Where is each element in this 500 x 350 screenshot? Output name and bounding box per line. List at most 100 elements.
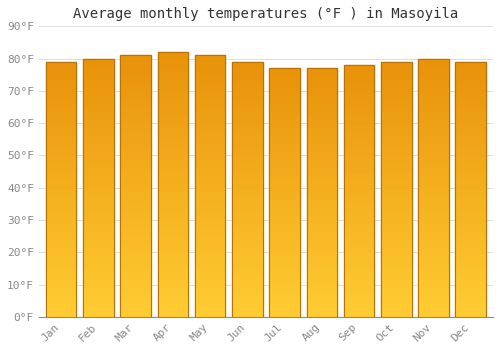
Bar [306, 314, 337, 317]
Bar [195, 173, 226, 176]
Bar [381, 72, 412, 75]
Bar [306, 250, 337, 252]
Bar [381, 197, 412, 199]
Bar [456, 301, 486, 304]
Bar [381, 69, 412, 72]
Bar [158, 314, 188, 317]
Bar [195, 186, 226, 189]
Bar [270, 237, 300, 240]
Bar [232, 210, 262, 212]
Bar [83, 247, 114, 250]
Bar [158, 174, 188, 176]
Bar [195, 194, 226, 197]
Bar [46, 312, 76, 314]
Bar [158, 240, 188, 243]
Bar [344, 156, 374, 158]
Bar [83, 281, 114, 283]
Bar [270, 220, 300, 222]
Bar [46, 108, 76, 110]
Bar [306, 190, 337, 192]
Bar [418, 237, 448, 239]
Bar [83, 162, 114, 164]
Bar [195, 152, 226, 155]
Bar [306, 88, 337, 91]
Bar [195, 314, 226, 317]
Bar [270, 257, 300, 260]
Bar [120, 61, 151, 63]
Bar [418, 211, 448, 213]
Bar [418, 185, 448, 188]
Bar [232, 179, 262, 182]
Bar [46, 92, 76, 95]
Bar [344, 214, 374, 216]
Bar [456, 126, 486, 128]
Bar [120, 207, 151, 210]
Bar [306, 297, 337, 299]
Bar [232, 187, 262, 189]
Bar [456, 108, 486, 110]
Bar [158, 124, 188, 126]
Bar [46, 251, 76, 253]
Bar [83, 84, 114, 87]
Bar [306, 307, 337, 309]
Bar [46, 261, 76, 263]
Bar [232, 268, 262, 271]
Bar [232, 304, 262, 307]
Bar [120, 262, 151, 265]
Bar [83, 79, 114, 82]
Bar [195, 223, 226, 225]
Bar [418, 304, 448, 307]
Bar [120, 312, 151, 314]
Bar [418, 286, 448, 288]
Bar [83, 234, 114, 237]
Bar [232, 189, 262, 192]
Bar [195, 189, 226, 191]
Bar [158, 65, 188, 68]
Bar [418, 79, 448, 82]
Bar [306, 98, 337, 100]
Bar [232, 164, 262, 166]
Bar [270, 80, 300, 83]
Bar [83, 133, 114, 136]
Bar [381, 82, 412, 85]
Bar [418, 270, 448, 273]
Bar [158, 282, 188, 285]
Bar [232, 174, 262, 176]
Bar [270, 312, 300, 314]
Bar [456, 202, 486, 205]
Bar [456, 161, 486, 164]
Bar [195, 66, 226, 68]
Bar [456, 263, 486, 266]
Bar [83, 105, 114, 108]
Bar [344, 85, 374, 88]
Bar [46, 223, 76, 225]
Bar [344, 128, 374, 131]
Bar [83, 120, 114, 123]
Bar [195, 304, 226, 306]
Bar [120, 217, 151, 220]
Bar [83, 149, 114, 152]
Bar [46, 62, 76, 317]
Bar [418, 120, 448, 123]
Bar [195, 142, 226, 144]
Bar [270, 250, 300, 252]
Bar [381, 299, 412, 301]
Bar [120, 304, 151, 306]
Bar [195, 94, 226, 97]
Bar [381, 118, 412, 120]
Bar [158, 108, 188, 110]
Bar [381, 62, 412, 317]
Bar [381, 210, 412, 212]
Bar [270, 98, 300, 100]
Bar [381, 85, 412, 87]
Bar [46, 307, 76, 309]
Bar [418, 275, 448, 278]
Bar [456, 174, 486, 176]
Bar [46, 110, 76, 113]
Bar [270, 208, 300, 210]
Bar [456, 98, 486, 100]
Bar [456, 268, 486, 271]
Bar [270, 304, 300, 307]
Bar [83, 126, 114, 128]
Bar [232, 151, 262, 154]
